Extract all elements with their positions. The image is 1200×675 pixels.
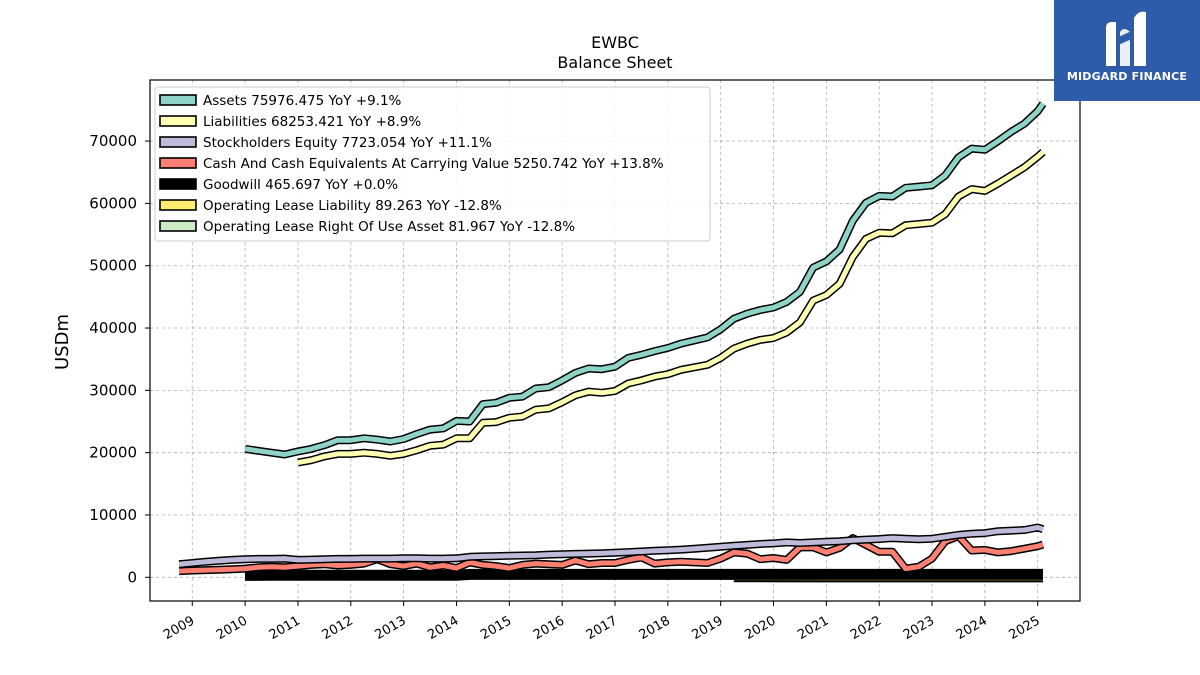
logo: MIDGARD FINANCE (1054, 0, 1200, 101)
x-tick-label: 2024 (954, 613, 990, 643)
x-tick-label: 2019 (690, 613, 726, 643)
series-line (245, 570, 1043, 579)
x-tick-label: 2011 (267, 613, 303, 643)
y-tick-label: 30000 (89, 381, 137, 399)
legend-box (154, 86, 711, 242)
y-tick-label: 70000 (89, 132, 137, 150)
y-ticks: 0 10000 20000 30000 40000 50000 60000 70000 (89, 132, 150, 586)
legend-entry: Goodwill 465.697 YoY +0.0% (203, 177, 398, 193)
chart-title: EWBC (591, 33, 639, 52)
legend: Assets 75976.475 YoY +9.1% Liabilities 68… (154, 86, 711, 242)
y-tick-label: 0 (127, 568, 137, 586)
legend-swatch (159, 157, 197, 169)
x-tick-label: 2021 (795, 613, 831, 643)
series-line (297, 150, 1045, 466)
series-1 (297, 149, 1046, 467)
y-tick-label: 40000 (89, 319, 137, 337)
legend-swatch (159, 94, 197, 106)
y-tick-label: 60000 (89, 194, 137, 212)
x-tick-label: 2015 (478, 613, 514, 643)
logo-text: MIDGARD FINANCE (1066, 70, 1188, 83)
legend-swatch (159, 199, 197, 211)
series-line (178, 525, 1044, 567)
series-line (244, 102, 1046, 457)
x-tick-label: 2013 (372, 613, 408, 643)
series-0 (244, 101, 1047, 459)
x-tick-label: 2025 (1007, 613, 1043, 643)
series-2 (178, 523, 1045, 569)
legend-entry: Assets 75976.475 YoY +9.1% (203, 93, 402, 109)
x-tick-label: 2010 (214, 613, 250, 643)
x-tick-label: 2017 (584, 613, 620, 643)
legend-swatch (159, 115, 197, 127)
legend-entry: Stockholders Equity 7723.054 YoY +11.1% (203, 135, 492, 151)
midgard-mark-icon (1106, 11, 1146, 67)
series-4 (245, 568, 1043, 581)
legend-entry: Operating Lease Liability 89.263 YoY -12… (203, 198, 502, 214)
x-tick-label: 2023 (901, 613, 937, 643)
y-tick-label: 10000 (89, 506, 137, 524)
legend-entry: Liabilities 68253.421 YoY +8.9% (203, 114, 421, 130)
legend-swatch (159, 178, 197, 190)
series-3 (178, 532, 1045, 576)
x-tick-label: 2016 (531, 613, 567, 643)
chart-subtitle: Balance Sheet (557, 53, 672, 72)
legend-entry: Operating Lease Right Of Use Asset 81.96… (203, 219, 575, 235)
x-tick-label: 2014 (425, 613, 461, 643)
y-tick-label: 50000 (89, 257, 137, 275)
legend-entry: Cash And Cash Equivalents At Carrying Va… (203, 156, 664, 172)
x-tick-label: 2018 (637, 613, 673, 643)
series-layer (178, 101, 1047, 583)
legend-swatch (159, 220, 197, 232)
x-ticks: 2009 2010 2011 2012 2013 2014 2015 2016 2017 2018… (161, 601, 1043, 643)
x-tick-label: 2012 (320, 613, 356, 643)
legend-swatch (159, 136, 197, 148)
x-tick-label: 2020 (742, 613, 778, 643)
x-tick-label: 2009 (161, 613, 197, 643)
series-line (178, 533, 1044, 574)
y-axis-label: USDm (52, 314, 73, 370)
y-tick-label: 20000 (89, 444, 137, 462)
x-tick-label: 2022 (848, 613, 884, 643)
